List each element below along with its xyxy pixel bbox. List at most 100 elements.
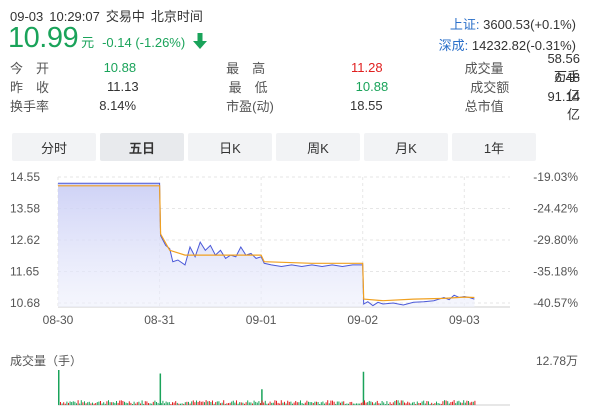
- volume-bar: [276, 400, 277, 405]
- market-cap-label: 总市值: [464, 99, 504, 114]
- index-shanghai[interactable]: 上证: 3600.53(+0.1%): [450, 14, 576, 33]
- volume-bar: [253, 400, 255, 405]
- pe-label: 市盈(动): [226, 99, 274, 114]
- volume-bar: [199, 400, 201, 405]
- volume-bar: [237, 403, 239, 405]
- volume-bar: [280, 400, 282, 405]
- volume-bar: [421, 401, 423, 405]
- volume-bar: [176, 402, 178, 405]
- volume-bar: [408, 402, 410, 405]
- pe-value: 18.55: [350, 98, 383, 113]
- volume-bar: [183, 403, 185, 405]
- volume-bar: [474, 400, 476, 405]
- volume-bar: [429, 403, 431, 405]
- volume-bar: [445, 400, 447, 405]
- current-price: 10.99: [8, 22, 79, 54]
- volume-bar: [271, 402, 273, 405]
- low-value: 10.88: [355, 79, 389, 94]
- x-tick-label: 08-30: [43, 313, 74, 327]
- volume-bar: [244, 403, 245, 405]
- turnover-rate-value: 8.14%: [99, 98, 137, 113]
- volume-bar: [431, 402, 433, 405]
- volume-bar: [309, 402, 311, 405]
- volume-bar: [386, 401, 388, 405]
- volume-bar: [231, 401, 233, 405]
- volume-bar: [362, 371, 365, 405]
- tab-five-day[interactable]: 五日: [100, 133, 184, 161]
- volume-bar: [95, 403, 97, 405]
- y-tick-label-right: -29.80%: [533, 233, 578, 247]
- volume-axis-label: 成交量（手）: [10, 353, 82, 368]
- volume-bar: [338, 401, 340, 405]
- volume-bar: [471, 401, 473, 405]
- volume-bar: [98, 401, 100, 405]
- volume-bar: [151, 403, 153, 405]
- volume-bar: [109, 402, 111, 405]
- volume-bar: [229, 402, 231, 405]
- volume-bar: [380, 403, 381, 405]
- volume-bar: [132, 404, 133, 405]
- tab-monthly-k[interactable]: 月K: [364, 133, 448, 161]
- volume-bar: [314, 401, 316, 405]
- volume-bar: [285, 403, 287, 405]
- prev-close-label: 昨 收: [10, 80, 50, 95]
- volume-bar: [335, 403, 337, 405]
- volume-bar: [96, 402, 98, 405]
- volume-bar: [138, 401, 140, 405]
- volume-bar: [322, 401, 324, 405]
- volume-bar: [365, 402, 367, 405]
- tab-intraday[interactable]: 分时: [12, 133, 96, 161]
- volume-bar: [124, 401, 125, 405]
- volume-bar: [245, 402, 247, 405]
- five-day-chart[interactable]: 14.55 -19.03% 13.58 -24.42% 12.62 -29.80% 11.6…: [0, 165, 590, 414]
- quote-date: 09-03: [10, 9, 44, 24]
- volume-bar: [144, 401, 146, 405]
- tab-weekly-k[interactable]: 周K: [276, 133, 360, 161]
- volume-bar: [159, 373, 162, 405]
- volume-bar: [58, 370, 60, 405]
- volume-bar: [165, 401, 167, 405]
- volume-bar: [178, 403, 180, 405]
- volume-bar: [136, 402, 138, 405]
- volume-bar: [228, 403, 229, 405]
- volume-bar: [66, 401, 68, 405]
- volume-bar: [268, 403, 269, 405]
- volume-bar: [212, 400, 213, 405]
- volume-bar: [378, 403, 380, 405]
- turnover-value: 6.48亿: [554, 69, 580, 103]
- volume-bar: [164, 403, 165, 405]
- volume-bar: [357, 403, 359, 405]
- volume-bar: [135, 403, 137, 405]
- volume-bar: [389, 402, 391, 405]
- volume-bar: [221, 402, 223, 405]
- volume-bar: [423, 400, 425, 405]
- index-shenzhen[interactable]: 深成: 14232.82(-0.31%): [439, 35, 576, 54]
- volume-bar: [372, 402, 373, 405]
- volume-bar: [332, 400, 333, 405]
- tab-one-year[interactable]: 1年: [452, 133, 536, 161]
- volume-bar: [216, 401, 218, 405]
- volume-bar: [272, 402, 274, 405]
- volume-bar: [184, 402, 186, 405]
- volume-bar: [141, 400, 143, 405]
- volume-bar: [239, 402, 241, 405]
- volume-bar: [130, 402, 132, 405]
- index-shenzhen-name[interactable]: 深成:: [438, 38, 469, 53]
- tab-daily-k[interactable]: 日K: [188, 133, 272, 161]
- volume-bar: [250, 402, 252, 405]
- volume-bar: [319, 404, 321, 405]
- volume-bar: [106, 401, 108, 405]
- y-tick-label-left: 14.55: [10, 170, 40, 184]
- volume-bar: [416, 401, 418, 405]
- volume-bar: [63, 402, 65, 405]
- index-shanghai-name[interactable]: 上证:: [449, 17, 480, 32]
- volume-bar: [194, 402, 196, 405]
- volume-bar: [410, 403, 412, 405]
- volume-bar: [204, 402, 205, 405]
- volume-bar: [437, 403, 439, 405]
- volume-bar: [394, 400, 396, 405]
- volume-bar: [173, 402, 175, 405]
- volume-bar: [303, 403, 305, 405]
- volume-bar: [373, 403, 375, 405]
- volume-bar: [453, 400, 455, 405]
